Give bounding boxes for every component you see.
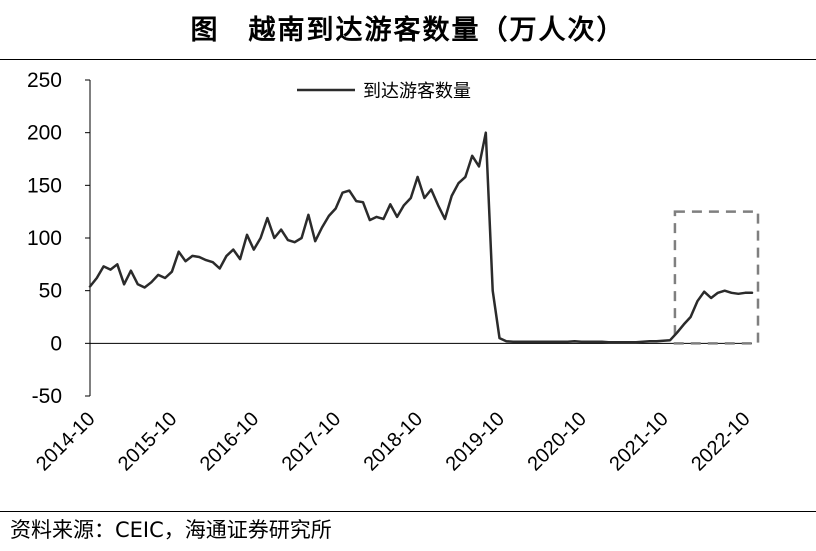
y-tick-label: 50 <box>39 280 62 303</box>
title-divider <box>0 59 816 60</box>
footer-divider <box>0 511 816 512</box>
title-bar: 图 越南到达游客数量（万人次） <box>0 0 816 62</box>
x-tick-label: 2016-10 <box>196 408 263 475</box>
y-tick-label: 250 <box>27 69 62 92</box>
y-tick-label: 200 <box>27 122 62 145</box>
x-tick-label: 2020-10 <box>523 408 590 475</box>
y-tick-label: -50 <box>32 385 62 408</box>
line-chart: 250 200 150 100 50 0 -50 2014-10 2015-10 2016-10… <box>27 69 760 475</box>
series-line-tourist-arrivals <box>88 131 754 344</box>
y-tick-label: 0 <box>50 332 62 355</box>
chart-axes <box>89 80 752 396</box>
chart-title: 图 越南到达游客数量（万人次） <box>190 15 626 46</box>
x-tick-label: 2017-10 <box>278 408 345 475</box>
source-note: 资料来源：CEIC，海通证券研究所 <box>10 518 332 542</box>
x-tick-label: 2022-10 <box>687 408 754 475</box>
x-axis-ticks: 2014-10 2015-10 2016-10 2017-10 2018-10 2019-… <box>32 408 755 475</box>
x-tick-label: 2015-10 <box>114 408 181 475</box>
series-group <box>88 131 754 344</box>
dashed-highlight-box <box>673 210 760 345</box>
y-axis-ticks: 250 200 150 100 50 0 -50 <box>27 69 90 408</box>
legend: 到达游客数量 <box>297 81 471 102</box>
x-tick-label: 2014-10 <box>32 408 99 475</box>
legend-label: 到达游客数量 <box>363 81 471 102</box>
x-tick-label: 2019-10 <box>442 408 509 475</box>
x-tick-label: 2021-10 <box>605 408 672 475</box>
highlight-annotation <box>673 210 760 345</box>
y-tick-label: 150 <box>27 174 62 197</box>
x-tick-label: 2018-10 <box>360 408 427 475</box>
y-tick-label: 100 <box>27 227 62 250</box>
